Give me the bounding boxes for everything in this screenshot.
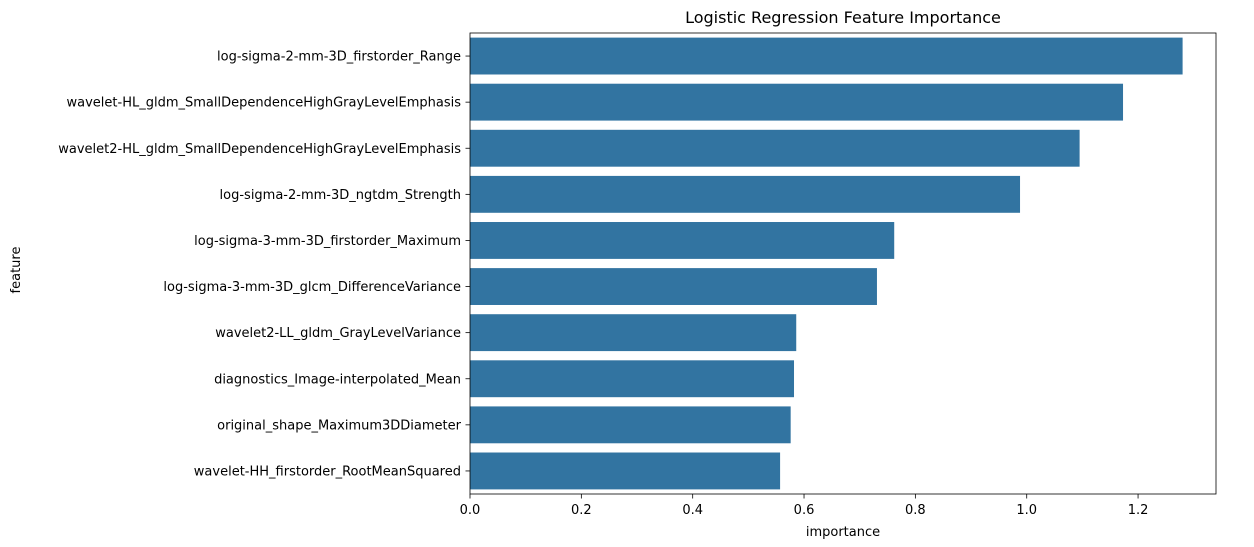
x-tick-label: 0.6 bbox=[794, 503, 815, 518]
y-tick-label: log-sigma-3-mm-3D_firstorder_Maximum bbox=[194, 234, 461, 249]
bars bbox=[470, 37, 1183, 490]
x-tick-label: 1.2 bbox=[1128, 503, 1149, 518]
y-tick-label: wavelet2-LL_gldm_GrayLevelVariance bbox=[215, 326, 461, 341]
bar bbox=[470, 452, 781, 490]
y-tick-label: log-sigma-2-mm-3D_ngtdm_Strength bbox=[220, 188, 461, 203]
y-axis-label: feature bbox=[9, 247, 24, 294]
y-tick-label: log-sigma-3-mm-3D_glcm_DifferenceVarianc… bbox=[163, 280, 461, 295]
x-tick-label: 1.0 bbox=[1016, 503, 1037, 518]
y-tick-label: wavelet-HH_firstorder_RootMeanSquared bbox=[194, 464, 461, 479]
x-tick-label: 0.2 bbox=[571, 503, 592, 518]
bar bbox=[470, 175, 1021, 213]
bar bbox=[470, 268, 877, 305]
axes-frame bbox=[469, 32, 1217, 495]
x-tick-label: 0.4 bbox=[682, 503, 703, 518]
y-tick-label: diagnostics_Image-interpolated_Mean bbox=[214, 372, 461, 387]
y-tick-label: wavelet2-HL_gldm_SmallDependenceHighGray… bbox=[58, 142, 461, 157]
y-tick-labels: log-sigma-2-mm-3D_firstorder_Rangewavele… bbox=[58, 50, 470, 479]
bar bbox=[470, 37, 1183, 75]
y-tick-label: wavelet-HL_gldm_SmallDependenceHighGrayL… bbox=[67, 96, 462, 111]
x-tick-labels: 0.0 0.2 0.4 0.6 0.8 1.0 1.2 bbox=[460, 494, 1149, 518]
x-axis-label: importance bbox=[806, 525, 880, 540]
bar bbox=[470, 314, 797, 352]
bar bbox=[470, 83, 1124, 121]
x-tick-label: 0.0 bbox=[460, 503, 481, 518]
chart-title: Logistic Regression Feature Importance bbox=[685, 8, 1001, 27]
bar bbox=[470, 360, 795, 398]
y-tick-label: original_shape_Maximum3DDiameter bbox=[217, 418, 462, 433]
bar bbox=[470, 129, 1080, 167]
plot-frame bbox=[469, 32, 1217, 495]
x-tick-label: 0.8 bbox=[905, 503, 926, 518]
bar bbox=[470, 222, 895, 259]
bar bbox=[470, 406, 791, 444]
y-tick-label: log-sigma-2-mm-3D_firstorder_Range bbox=[217, 50, 461, 65]
